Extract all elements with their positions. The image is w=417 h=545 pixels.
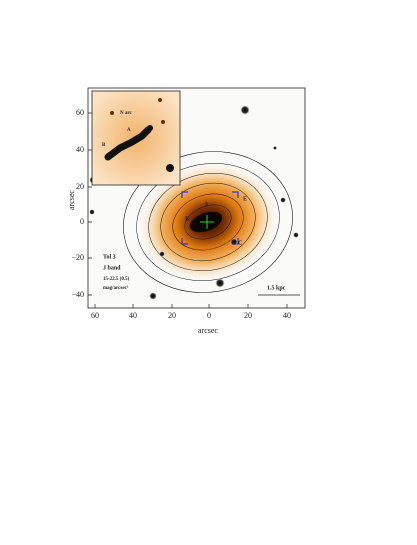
ticks xyxy=(88,112,288,308)
region-label: B xyxy=(185,216,189,222)
y-axis-label: arcsec xyxy=(67,190,76,210)
legend-text: mag/arcsec² xyxy=(103,285,129,291)
y-tick-label: −40 xyxy=(71,290,84,299)
y-tick-label: 40 xyxy=(76,145,84,154)
y-tick-label: 0 xyxy=(80,217,84,226)
x-tick-label: 0 xyxy=(207,311,211,320)
inset-label: A xyxy=(127,128,131,133)
y-tick-label: 60 xyxy=(76,108,84,117)
inset-label: N arc xyxy=(120,111,132,116)
region-label: E xyxy=(243,196,247,202)
galaxy xyxy=(123,151,293,293)
y-tick-label: 20 xyxy=(76,182,84,191)
x-tick-label: 40 xyxy=(283,311,291,320)
legend-text: J band xyxy=(103,265,121,271)
legend-text: 15-22.5 (0.5) xyxy=(103,277,130,282)
inset-label: B xyxy=(102,143,106,148)
x-tick-label: 20 xyxy=(244,311,252,320)
inset: N arc A B xyxy=(91,90,181,186)
region-label: C xyxy=(238,240,242,246)
x-tick-label: 20 xyxy=(168,311,176,320)
legend-text: Tol 3 xyxy=(103,254,116,260)
x-tick-label: 40 xyxy=(129,311,137,320)
x-tick-label: 60 xyxy=(91,311,99,320)
region-label: A xyxy=(204,201,209,207)
x-axis-label: arcsec xyxy=(198,326,218,335)
y-tick-label: −20 xyxy=(71,253,84,262)
scale-bar-label: 1.5 kpc xyxy=(267,285,286,291)
